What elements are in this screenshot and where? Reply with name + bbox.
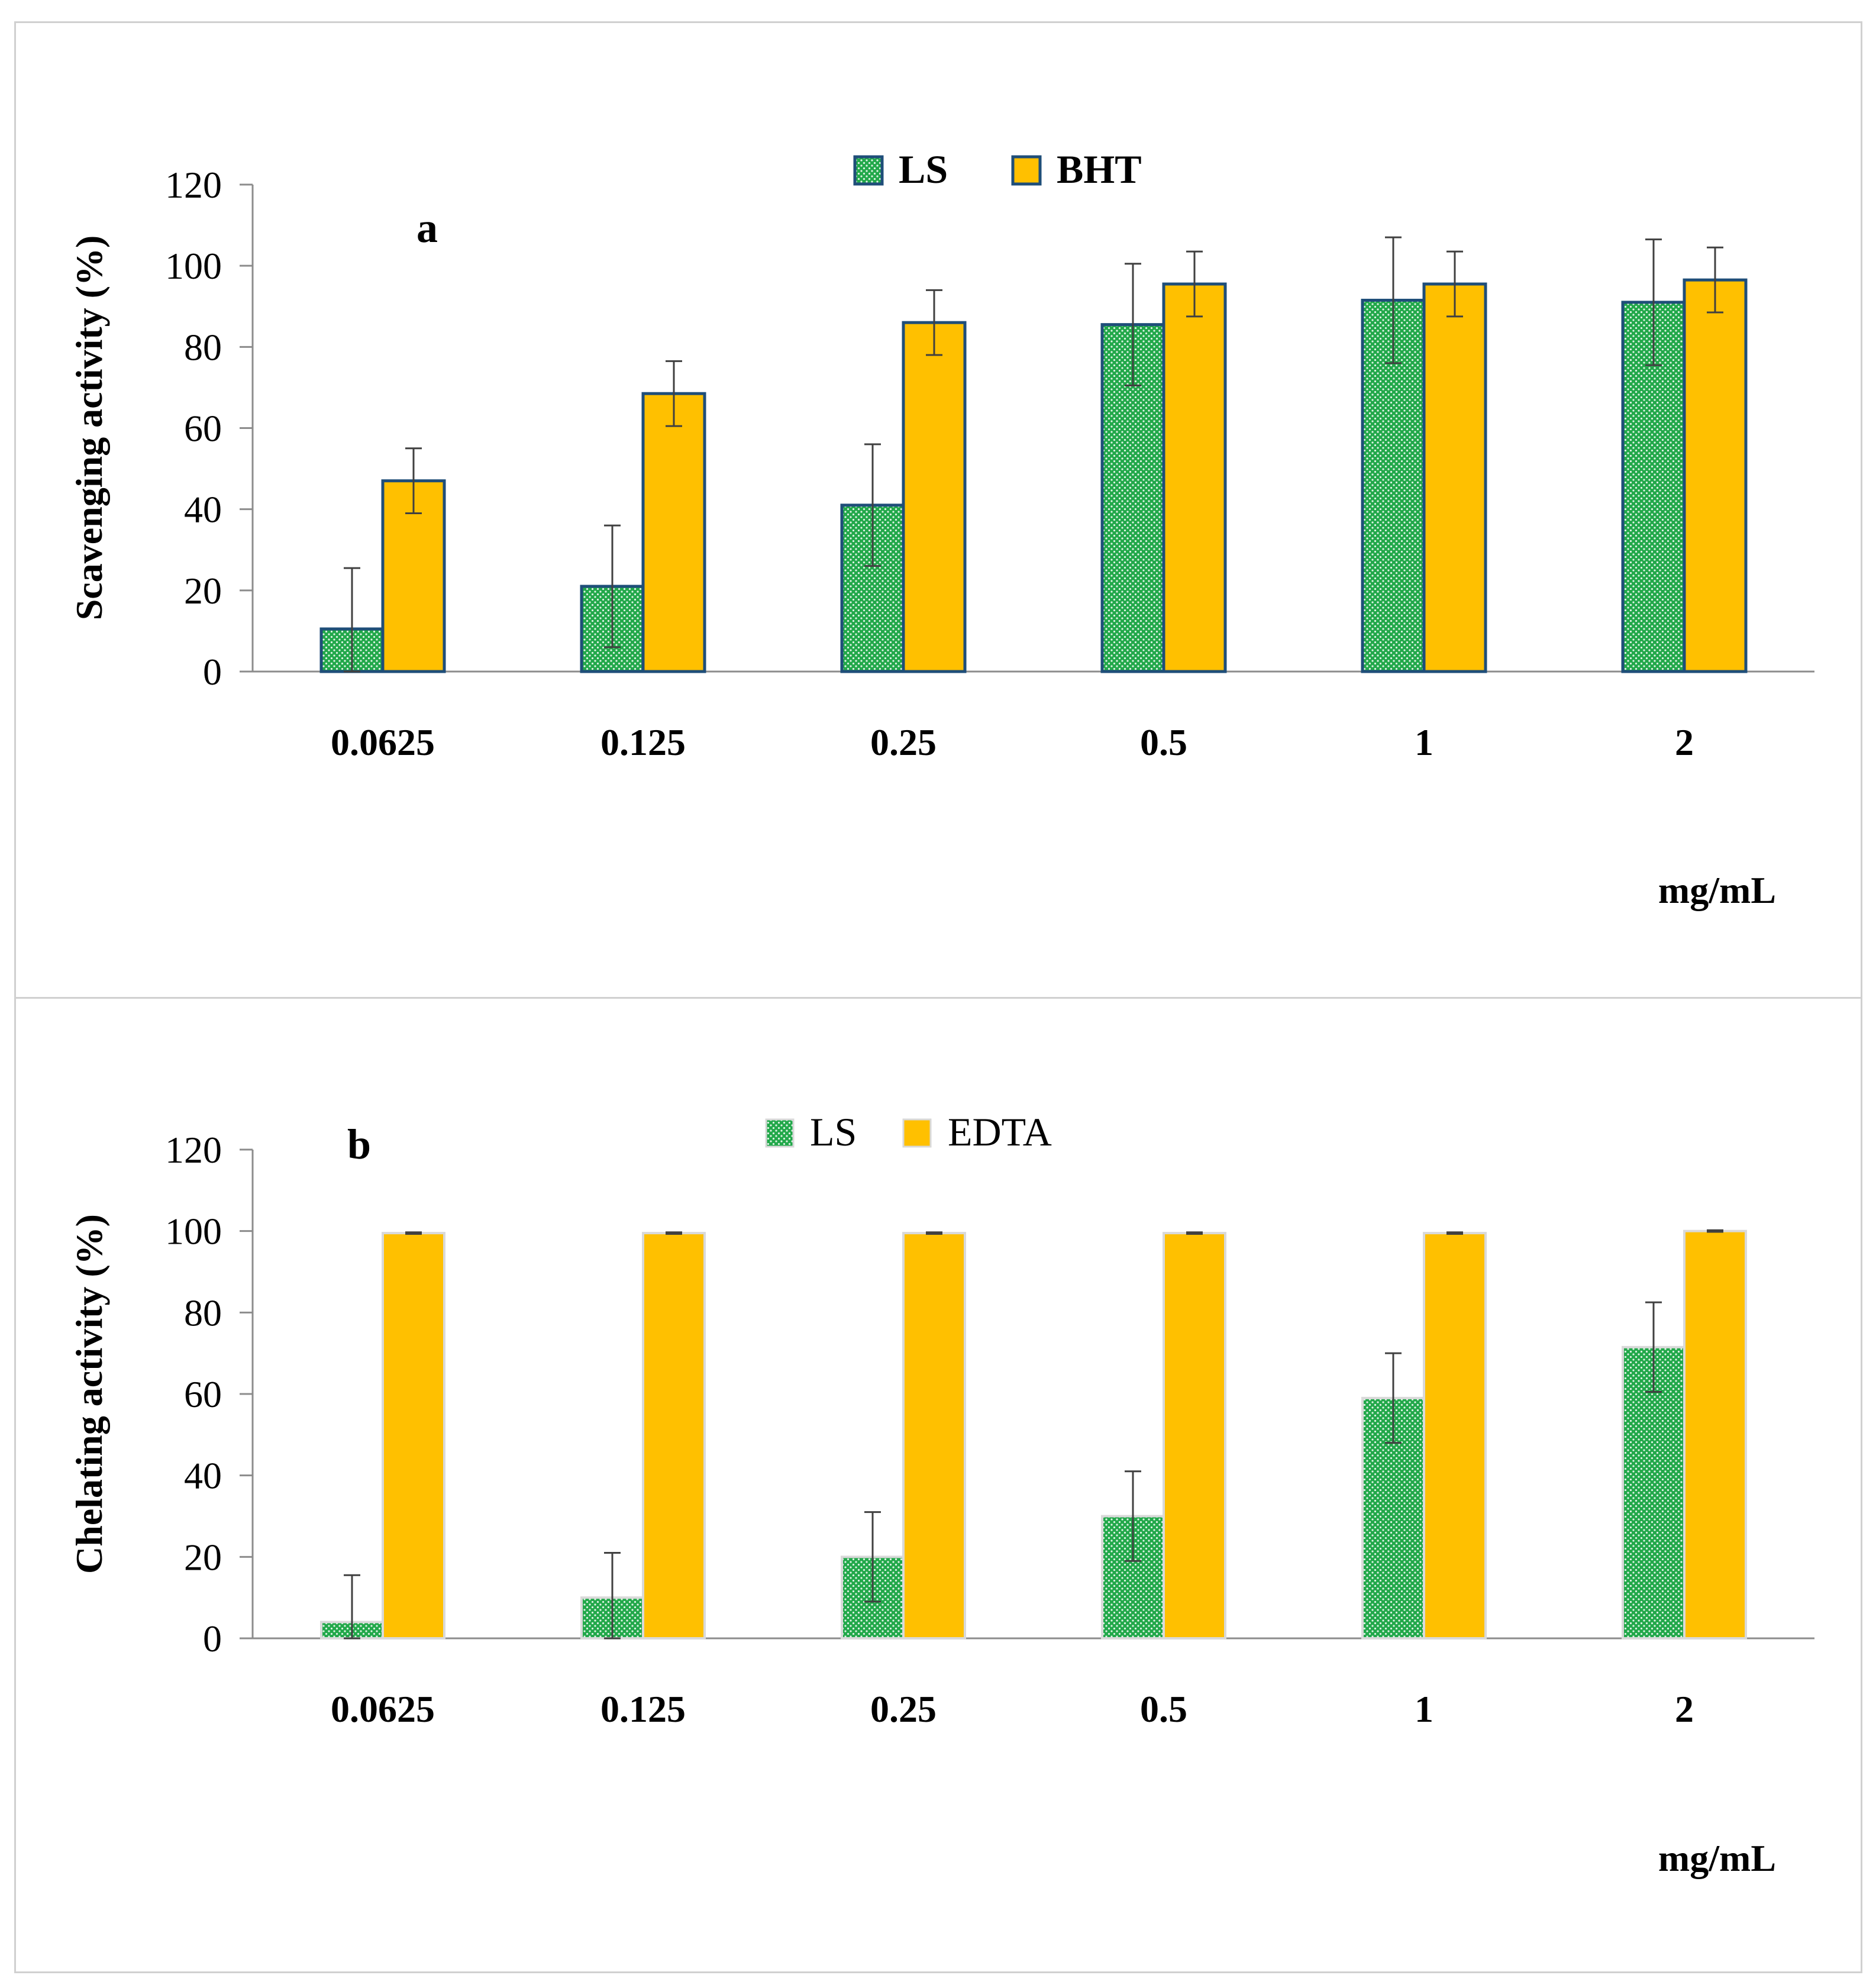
y-tick-label: 40 [184,1455,222,1497]
x-tick-label: 0.125 [600,721,686,763]
y-tick-label: 40 [184,489,222,531]
y-tick-label: 0 [203,1618,222,1660]
x-tick-label: 2 [1675,721,1694,763]
bar-edta-2 [1683,1229,1747,1640]
bar-bht-2 [1683,278,1748,673]
legend-label-ls: LS [899,147,948,192]
y-tick-label: 120 [165,164,222,206]
x-tick-label: 0.125 [600,1688,686,1730]
x-tick-label: 0.0625 [331,721,435,763]
panel-label: a [416,204,438,251]
x-tick-label: 1 [1415,1688,1433,1730]
y-tick-label: 120 [165,1129,222,1171]
y-tick-label: 20 [184,1536,222,1578]
x-tick-label: 1 [1415,721,1433,763]
y-tick-label: 80 [184,1292,222,1334]
bar-edta-0.25 [902,1232,966,1640]
x-tick-label: 0.5 [1140,721,1187,763]
legend-label-bht: BHT [1057,147,1142,192]
x-tick-label: 0.25 [870,721,937,763]
chart-panel-a: 0 20 40 60 80 100 120 Scavenging activity (%) a 0… [14,21,1862,999]
chart-b: 0 20 40 60 80 100 120 Chelating activity (%) b 0.… [68,1109,1814,1879]
legend-swatch-ls [853,155,884,186]
x-tick-label: 0.0625 [331,1688,435,1730]
legend-swatch-bht [1011,155,1042,186]
legend-label-ls: LS [810,1109,857,1154]
x-tick-label: 2 [1675,1688,1694,1730]
x-tick-label: 0.5 [1140,1688,1187,1730]
bar-bht-1 [1422,282,1487,673]
y-tick-label: 60 [184,1373,222,1415]
y-tick-label: 60 [184,408,222,450]
bar-edta-0.125 [642,1232,706,1640]
y-axis-label: Scavenging activity (%) [68,235,110,621]
legend-swatch-edta [902,1118,932,1148]
y-tick-label: 80 [184,326,222,368]
chart-a: 0 20 40 60 80 100 120 Scavenging activity (%) a 0… [68,147,1814,911]
y-axis-label: Chelating activity (%) [68,1214,110,1574]
bar-bht-0.25 [902,321,967,673]
bar-edta-0.5 [1163,1232,1226,1640]
y-tick-label: 100 [165,1211,222,1253]
bar-edta-0.0625 [382,1232,445,1640]
x-axis-label: mg/mL [1658,1837,1776,1879]
x-axis-label: mg/mL [1658,869,1776,911]
panel-label: b [347,1121,371,1168]
y-tick-label: 100 [165,245,222,287]
legend-swatch-ls [765,1118,795,1148]
y-tick-label: 0 [203,651,222,693]
legend-label-edta: EDTA [948,1109,1052,1154]
bar-bht-0.5 [1162,282,1227,673]
chart-panel-b: 0 20 40 60 80 100 120 Chelating activity (%) b 0.… [14,997,1862,1973]
bar-bht-0.125 [641,392,706,673]
bar-edta-1 [1423,1232,1487,1640]
bar-ls-2 [1622,1345,1686,1640]
x-tick-label: 0.25 [870,1688,937,1730]
y-tick-label: 20 [184,570,222,612]
